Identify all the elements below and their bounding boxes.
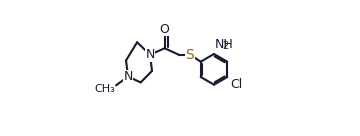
Text: 2: 2 xyxy=(222,41,228,51)
Text: S: S xyxy=(186,48,194,62)
Text: N: N xyxy=(123,70,133,83)
Text: Cl: Cl xyxy=(230,78,242,92)
Text: CH₃: CH₃ xyxy=(94,84,115,94)
Text: O: O xyxy=(160,23,170,36)
Text: NH: NH xyxy=(215,38,233,50)
Text: N: N xyxy=(145,48,155,61)
